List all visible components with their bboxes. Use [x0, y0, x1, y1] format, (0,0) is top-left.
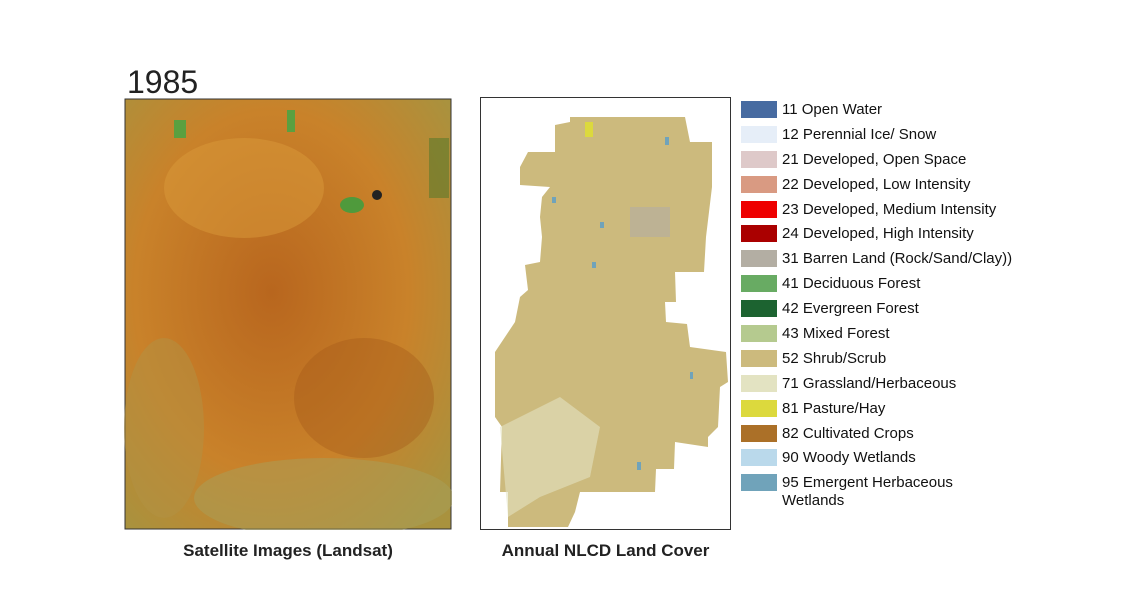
legend-label: 31 Barren Land (Rock/Sand/Clay)): [782, 250, 1013, 268]
legend-label: 21 Developed, Open Space: [782, 150, 967, 168]
legend-item: 24 Developed, High Intensity: [741, 225, 1012, 250]
legend-item: 81 Pasture/Hay: [741, 399, 1012, 425]
legend-swatch: [741, 150, 777, 168]
legend-label: 52 Shrub/Scrub: [782, 349, 887, 367]
legend-swatch: [741, 325, 777, 343]
legend-swatch: [741, 424, 777, 442]
legend-item: 22 Developed, Low Intensity: [741, 175, 1012, 201]
legend-item: 12 Perennial Ice/ Snow: [741, 125, 1012, 151]
legend-label: 23 Developed, Medium Intensity: [782, 200, 997, 218]
legend-label: 12 Perennial Ice/ Snow: [782, 125, 937, 143]
legend-swatch: [741, 349, 777, 367]
year-label: 1985: [127, 64, 199, 100]
legend-item: 31 Barren Land (Rock/Sand/Clay)): [741, 250, 1012, 275]
legend-swatch: [741, 300, 777, 318]
satellite-image: [124, 98, 452, 530]
legend-swatch: [741, 275, 777, 293]
legend-label: 81 Pasture/Hay: [782, 399, 886, 417]
legend-label: 11 Open Water: [782, 101, 883, 118]
legend-label: 41 Deciduous Forest: [782, 275, 921, 293]
legend-swatch: [741, 200, 777, 218]
legend-item: 71 Grassland/Herbaceous: [741, 374, 1012, 400]
legend-swatch: [741, 374, 777, 392]
legend-swatch: [741, 474, 777, 492]
legend-swatch: [741, 225, 777, 243]
legend-label: 42 Evergreen Forest: [782, 300, 919, 318]
legend-swatch: [741, 101, 777, 118]
panel-caption: Annual NLCD Land Cover: [501, 541, 710, 560]
legend-item: 41 Deciduous Forest: [741, 275, 1012, 300]
legend-label: 95 Emergent Herbaceous Wetlands: [782, 474, 953, 510]
legend-label: 82 Cultivated Crops: [782, 424, 914, 442]
legend-label: 22 Developed, Low Intensity: [782, 175, 971, 193]
legend-label: 43 Mixed Forest: [782, 325, 890, 343]
legend-item: 42 Evergreen Forest: [741, 300, 1012, 325]
legend-item: 95 Emergent Herbaceous Wetlands: [741, 474, 1012, 509]
legend-label: 90 Woody Wetlands: [782, 449, 916, 467]
panel-caption: Satellite Images (Landsat): [183, 541, 393, 560]
legend-item: 52 Shrub/Scrub: [741, 349, 1012, 375]
legend-swatch: [741, 250, 777, 268]
legend-item: 23 Developed, Medium Intensity: [741, 200, 1012, 226]
legend-item: 43 Mixed Forest: [741, 325, 1012, 350]
legend-item: 90 Woody Wetlands: [741, 449, 1012, 474]
legend-item: 11 Open Water: [741, 101, 1012, 126]
legend-label: 71 Grassland/Herbaceous: [782, 374, 957, 392]
legend-swatch: [741, 175, 777, 193]
legend-label: 24 Developed, High Intensity: [782, 225, 974, 243]
legend-swatch: [741, 399, 777, 417]
legend-item: 82 Cultivated Crops: [741, 424, 1012, 450]
legend-item: 21 Developed, Open Space: [741, 150, 1012, 176]
legend: 11 Open Water 12 Perennial Ice/ Snow 21 De…: [741, 101, 1012, 509]
legend-swatch: [741, 449, 777, 467]
legend-swatch: [741, 125, 777, 143]
land-cover-map: [480, 97, 731, 530]
